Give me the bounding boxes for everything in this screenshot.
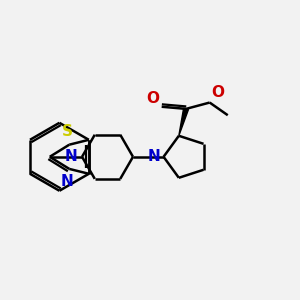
- Text: S: S: [61, 124, 73, 139]
- Text: N: N: [61, 174, 74, 189]
- Text: O: O: [212, 85, 224, 100]
- Text: N: N: [147, 149, 160, 164]
- Polygon shape: [179, 108, 188, 136]
- Text: N: N: [65, 149, 77, 164]
- Text: O: O: [146, 91, 159, 106]
